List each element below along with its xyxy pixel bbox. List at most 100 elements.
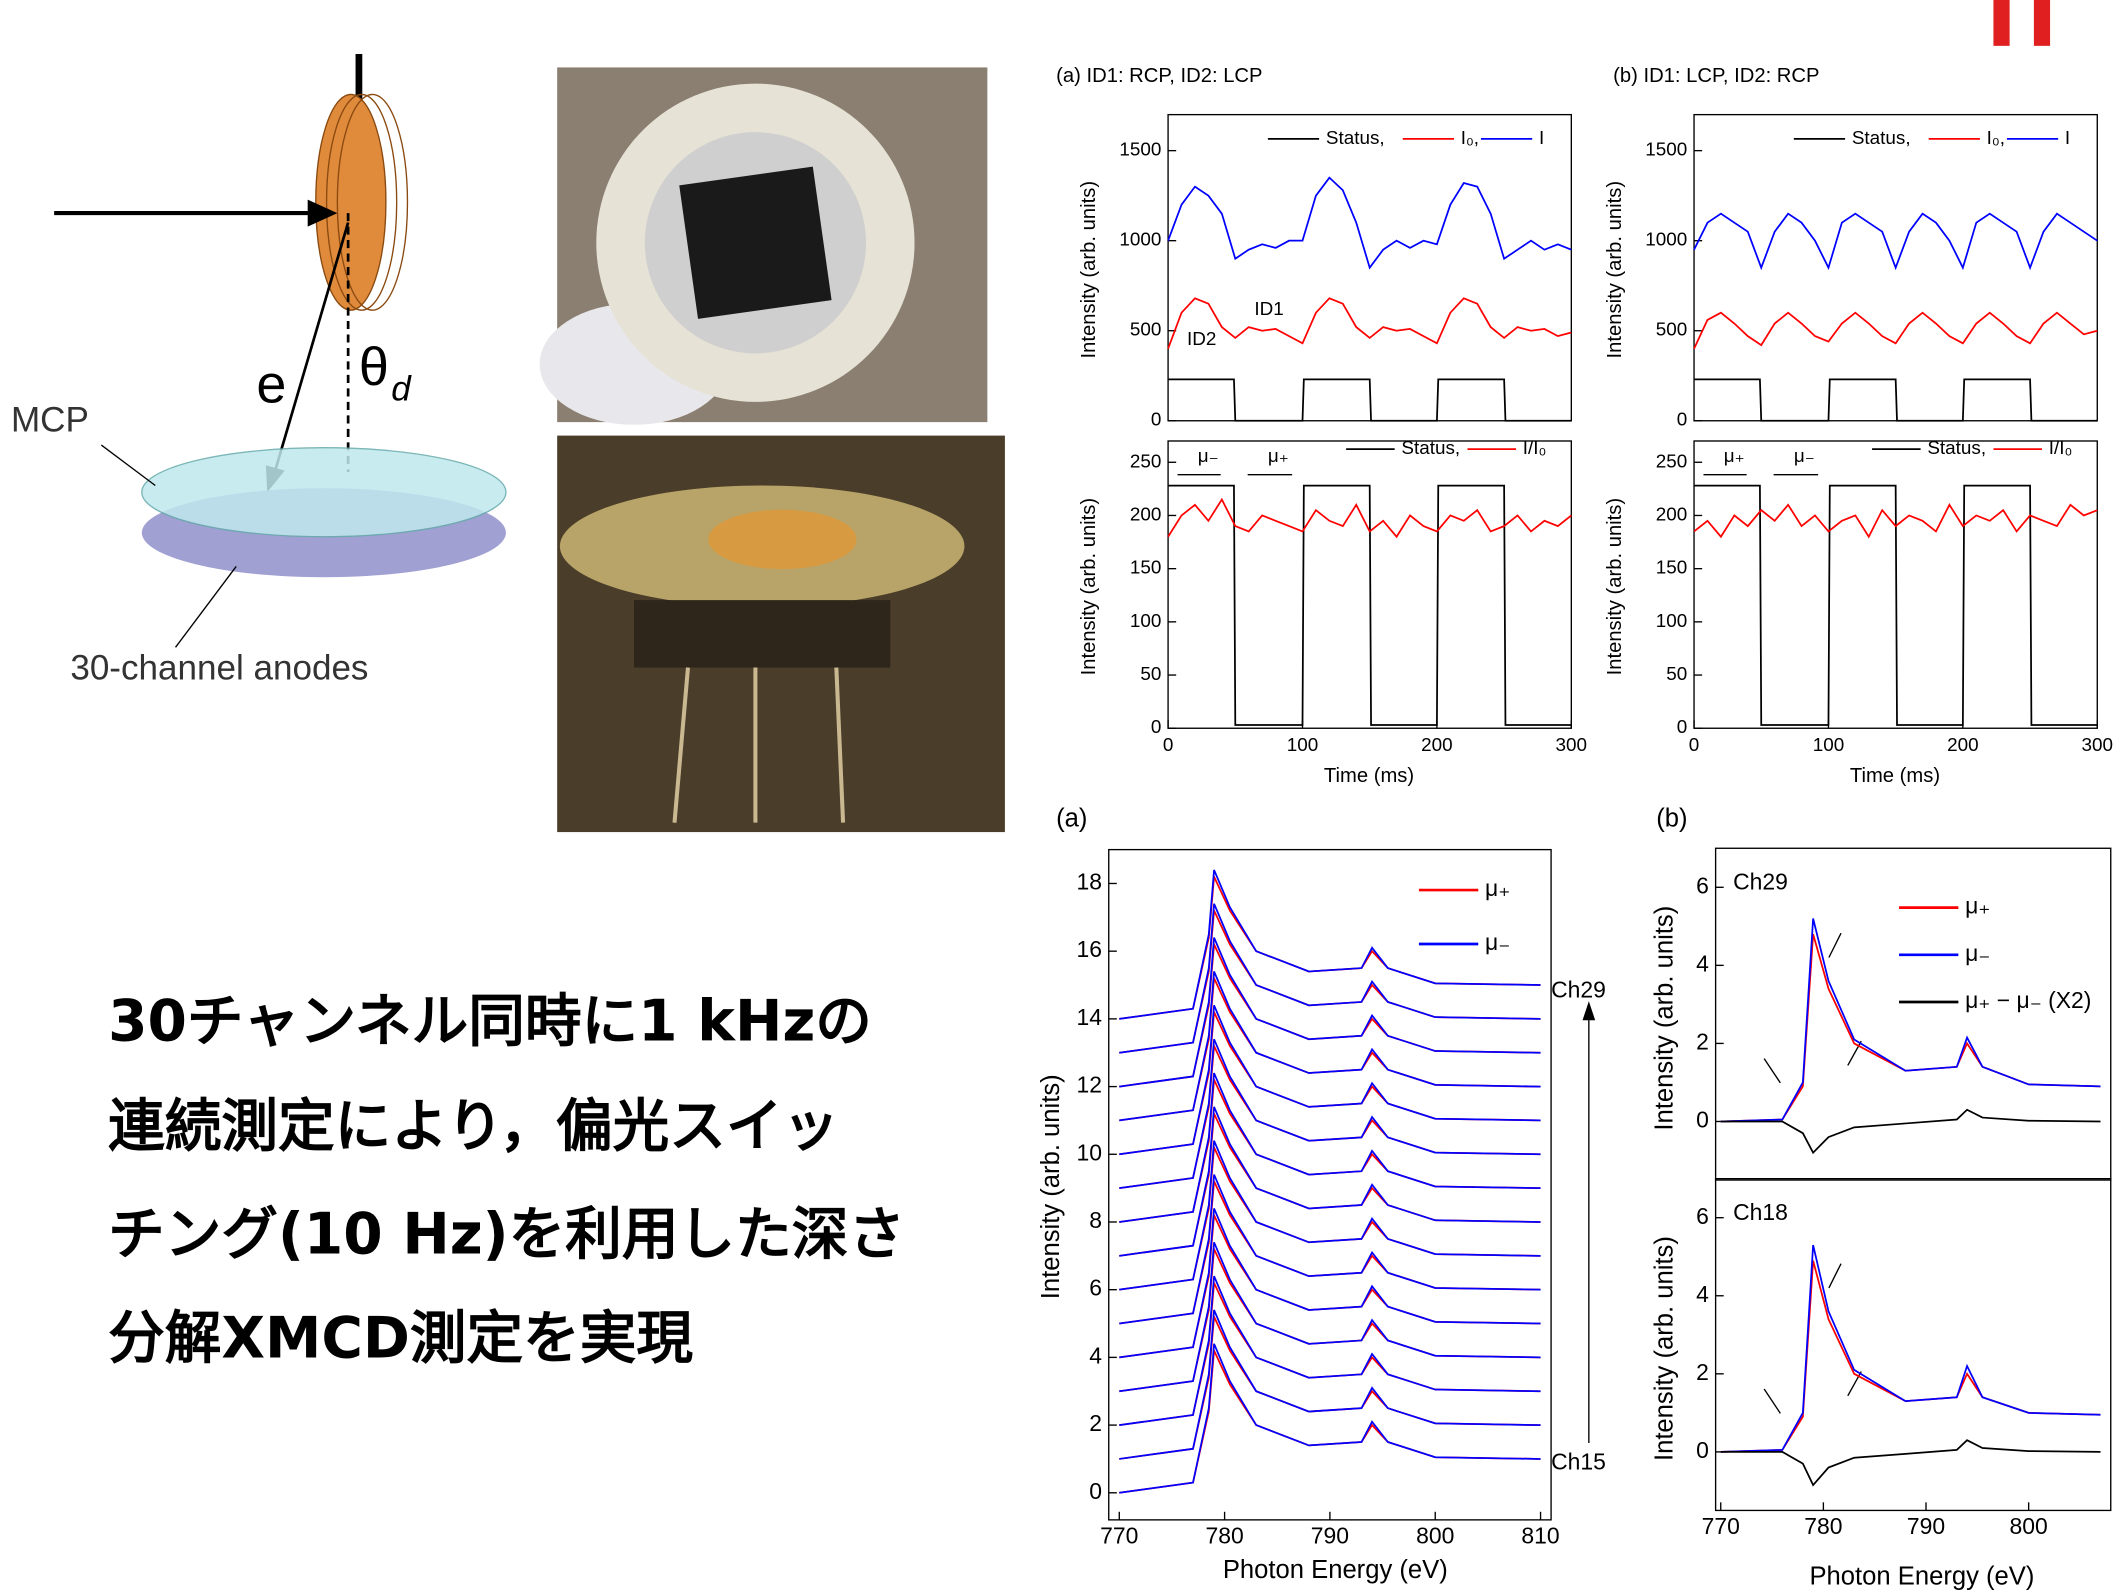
x-tick-label: 780	[1205, 1522, 1243, 1548]
x-tick-label: 100	[1287, 735, 1318, 756]
angle-label: θ	[359, 337, 389, 397]
y-tick-label: 14	[1077, 1004, 1103, 1030]
detector-window	[679, 167, 831, 319]
legend-label: μ₋	[1485, 929, 1510, 955]
y-tick-label: 18	[1077, 869, 1102, 895]
y-tick-label: 2	[1696, 1359, 1709, 1385]
legend-label: I₀,	[1987, 128, 2005, 149]
legend-label: Status,	[1852, 128, 1911, 149]
chart-title: (a) ID1: RCP, ID2: LCP	[1056, 65, 1262, 87]
y-tick-label: 1500	[1645, 140, 1687, 161]
legend-label: I	[2065, 128, 2070, 149]
y-tick-label: 150	[1656, 558, 1688, 579]
x-tick-label: 790	[1907, 1513, 1945, 1539]
y-tick-label: 8	[1089, 1207, 1102, 1233]
x-tick-label: 770	[1100, 1522, 1138, 1548]
y-tick-label: 6	[1089, 1275, 1102, 1301]
legend-label: μ₊	[1965, 893, 1990, 919]
y-tick-label: 150	[1130, 558, 1162, 579]
x-tick-label: 300	[1556, 735, 1588, 756]
photo-bottom	[557, 436, 1005, 832]
y-tick-label: 1500	[1119, 140, 1161, 161]
y-tick-label: 250	[1130, 451, 1162, 472]
legend-label: μ₋	[1965, 940, 1990, 966]
y-tick-label: 100	[1130, 611, 1162, 632]
annotation: Ch29	[1551, 976, 1606, 1002]
y-tick-label: 250	[1656, 451, 1688, 472]
chart-title: (a)	[1056, 805, 1087, 833]
y-tick-label: 200	[1656, 504, 1688, 525]
legend-label: μ₊ − μ₋ (X2)	[1965, 987, 2091, 1013]
y-axis-label: Intensity (arb. units)	[1604, 181, 1626, 359]
legend-label: Status,	[1401, 438, 1460, 459]
x-axis-label: Time (ms)	[1324, 765, 1414, 787]
x-tick-label: 800	[2010, 1513, 2048, 1539]
annotation: μ₋	[1198, 446, 1219, 467]
x-tick-label: 0	[1163, 735, 1174, 756]
active-area	[708, 510, 856, 569]
y-tick-label: 4	[1089, 1342, 1102, 1368]
legend-label: μ₊	[1485, 875, 1510, 901]
y-tick-label: 200	[1130, 504, 1162, 525]
y-tick-label: 12	[1077, 1072, 1102, 1098]
legend-label: Status,	[1326, 128, 1385, 149]
y-tick-label: 50	[1666, 664, 1687, 685]
x-tick-label: 790	[1311, 1522, 1349, 1548]
y-tick-label: 16	[1077, 936, 1102, 962]
y-tick-label: 0	[1696, 1437, 1709, 1463]
x-axis-label: Photon Energy (eV)	[1223, 1556, 1448, 1584]
chart-title: (b) ID1: LCP, ID2: RCP	[1613, 65, 1819, 87]
y-tick-label: 10	[1077, 1139, 1102, 1165]
y-tick-label: 6	[1696, 872, 1709, 898]
x-tick-label: 800	[1416, 1522, 1454, 1548]
y-tick-label: 4	[1696, 1281, 1709, 1307]
y-tick-label: 0	[1151, 410, 1162, 431]
y-tick-label: 1000	[1645, 230, 1687, 251]
annotation: Ch15	[1551, 1448, 1606, 1474]
chart-title: (b)	[1656, 805, 1687, 833]
y-tick-label: 0	[1696, 1107, 1709, 1133]
y-tick-label: 0	[1677, 717, 1688, 738]
legend-label: I₀,	[1461, 128, 1479, 149]
y-axis-label: Intensity (arb. units)	[1037, 1074, 1065, 1299]
y-tick-label: 50	[1140, 664, 1161, 685]
y-axis-label: Intensity (arb. units)	[1078, 498, 1100, 676]
y-tick-label: 1000	[1119, 230, 1161, 251]
y-tick-label: 4	[1696, 950, 1709, 976]
legend-label: I/I₀	[1523, 438, 1547, 459]
annotation: μ₋	[1794, 446, 1815, 467]
y-tick-label: 500	[1130, 320, 1162, 341]
legend-label: Status,	[1927, 438, 1986, 459]
slide: e θ d MCP 30-channel anodes 30チャンネル同時に1 …	[0, 0, 2115, 1590]
y-axis-label: Intensity (arb. units)	[1650, 1236, 1678, 1461]
y-axis-label: Intensity (arb. units)	[1078, 181, 1100, 359]
x-tick-label: 200	[1421, 735, 1453, 756]
page: {"slide":{"diagram_labels":{"mcp":"MCP",…	[0, 0, 2115, 1590]
y-tick-label: 500	[1656, 320, 1688, 341]
red-mark	[2034, 0, 2050, 46]
annotation: μ₊	[1268, 446, 1289, 467]
x-tick-label: 100	[1813, 735, 1845, 756]
y-tick-label: 6	[1696, 1203, 1709, 1229]
x-tick-label: 200	[1947, 735, 1979, 756]
x-tick-label: 770	[1702, 1513, 1740, 1539]
annotation: ID2	[1187, 329, 1216, 350]
y-tick-label: 2	[1696, 1028, 1709, 1054]
y-tick-label: 100	[1656, 611, 1688, 632]
angle-subscript: d	[391, 369, 412, 408]
anodes-label: 30-channel anodes	[70, 649, 368, 688]
description-line: 分解XMCD測定を実現	[108, 1305, 693, 1371]
description-line: チング(10 Hz)を利用した深さ	[108, 1202, 905, 1268]
x-axis-label: Photon Energy (eV)	[1809, 1563, 2034, 1590]
annotation: Ch18	[1733, 1199, 1788, 1225]
description-line: 30チャンネル同時に1 kHzの	[108, 989, 872, 1055]
y-axis-label: Intensity (arb. units)	[1604, 498, 1626, 676]
y-tick-label: 0	[1089, 1478, 1102, 1504]
y-tick-label: 0	[1151, 717, 1162, 738]
legend-label: I	[1539, 128, 1544, 149]
y-axis-label: Intensity (arb. units)	[1650, 906, 1678, 1131]
red-mark	[1993, 0, 2009, 46]
photo-top	[540, 67, 988, 424]
y-tick-label: 2	[1089, 1410, 1102, 1436]
electron-label: e	[256, 355, 286, 415]
